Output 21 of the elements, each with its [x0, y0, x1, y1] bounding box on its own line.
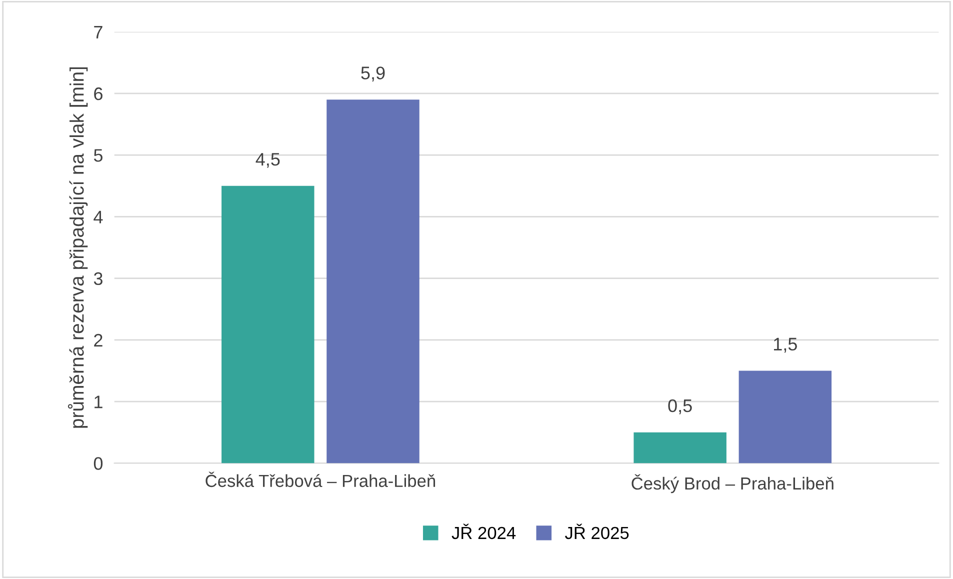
y-tick-label: 1: [94, 396, 102, 408]
y-axis-title: průměrná rezerva připadající na vlak [min]: [68, 67, 88, 428]
bar: [634, 432, 726, 464]
y-tick-label: 0: [94, 457, 103, 470]
bar: [738, 370, 832, 464]
y-tick-label: 3: [94, 272, 102, 286]
bar: [326, 100, 420, 464]
legend-label: JŘ 2025: [565, 524, 629, 540]
data-label: 1,5: [774, 338, 797, 353]
data-label: 4,5: [256, 153, 280, 168]
y-tick-label: 5: [94, 149, 102, 162]
bar: [222, 186, 314, 464]
y-tick-label: 2: [94, 334, 102, 346]
data-label: 0,5: [668, 399, 692, 414]
y-tick-label: 4: [94, 210, 103, 224]
x-tick-label: Český Brod – Praha-Libeň: [632, 474, 834, 494]
y-tick-label: 6: [94, 87, 102, 100]
data-label: 5,9: [361, 66, 385, 82]
legend-label: JŘ 2024: [452, 524, 516, 540]
y-tick-label: 7: [94, 26, 102, 38]
x-tick-label: Česká Třebová – Praha-Libeň: [206, 472, 436, 488]
